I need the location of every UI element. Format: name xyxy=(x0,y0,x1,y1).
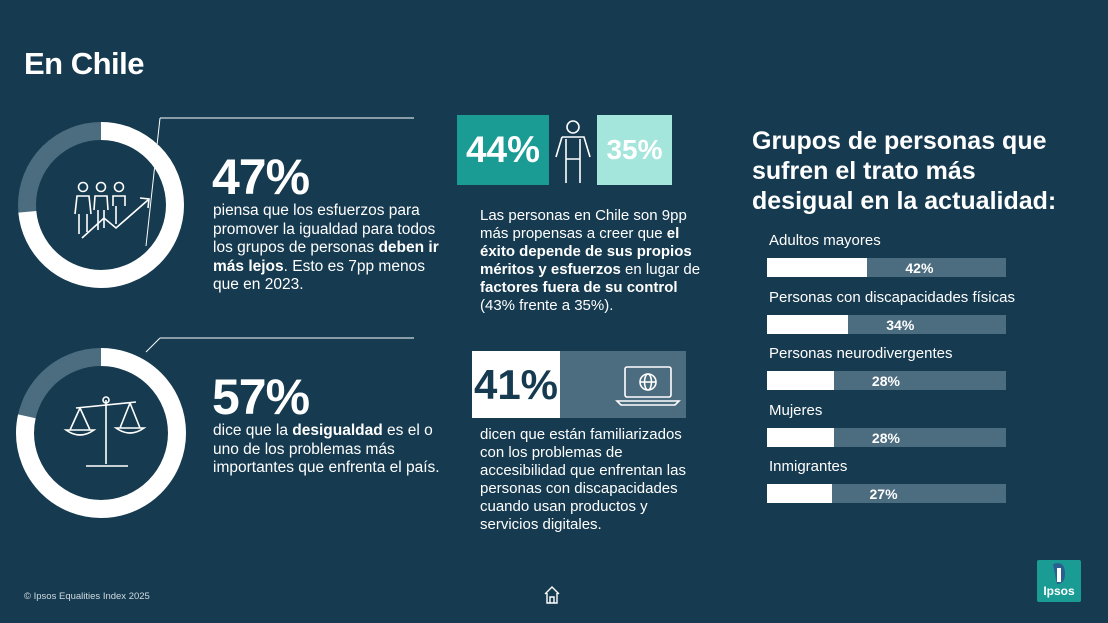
stat2-ring-fill xyxy=(16,348,186,518)
logo-text: Ipsos xyxy=(1043,584,1075,598)
bar-label-3: Mujeres xyxy=(769,401,823,419)
stat2-graphic xyxy=(16,337,414,518)
bar-3 xyxy=(767,427,834,447)
page-title: En Chile xyxy=(24,46,145,81)
copyright: © Ipsos Equalities Index 2025 xyxy=(24,591,150,602)
home-icon[interactable] xyxy=(543,585,561,605)
chart-title: Grupos de personas que sufren el trato m… xyxy=(752,127,1057,215)
box-41-percent: 41% xyxy=(472,351,560,418)
bar-value-4: 27% xyxy=(869,486,898,502)
stat1-connector-diagonal xyxy=(145,117,161,247)
bar-track-4: 27% xyxy=(767,484,1006,503)
stat1-ring-fill xyxy=(18,122,184,288)
stat1-text: piensa que los esfuerzos para promover l… xyxy=(213,202,439,293)
bar-label-0: Adultos mayores xyxy=(769,232,881,249)
bar-track-3: 28% xyxy=(767,427,1006,447)
stat2-text: dice que la desigualdad es el o uno de l… xyxy=(213,422,440,476)
bar-label-1: Personas con discapacidades físicas xyxy=(769,288,1015,306)
bar-track-0: 42% xyxy=(767,258,1006,277)
bar-label-2: Personas neurodivergentes xyxy=(769,345,953,362)
bar-value-1: 34% xyxy=(886,316,915,333)
bar-4 xyxy=(767,484,832,503)
ipsos-logo: Ipsos xyxy=(1037,560,1081,602)
stat1-graphic xyxy=(18,117,414,288)
box-44-percent: 44% xyxy=(457,115,549,185)
stat2-connector-diagonal xyxy=(145,337,161,353)
bar-value-2: 28% xyxy=(871,373,900,389)
bar-track-2: 28% xyxy=(767,371,1006,390)
bar-1 xyxy=(767,314,849,334)
stat1-value: 47% xyxy=(212,149,310,205)
people-growth-icon xyxy=(74,181,150,239)
stat2-value: 57% xyxy=(212,369,310,425)
balance-scale-icon xyxy=(63,396,147,467)
middle-text-2: dicen que están familiarizados con los p… xyxy=(480,426,686,533)
bar-value-0: 42% xyxy=(905,260,934,276)
bar-value-3: 28% xyxy=(871,429,900,446)
bar-2 xyxy=(767,371,834,390)
logo-mark-icon xyxy=(1053,563,1065,584)
laptop-globe-icon xyxy=(615,366,681,406)
box-35-percent: 35% xyxy=(597,115,672,185)
bar-label-4: Inmigrantes xyxy=(769,458,848,475)
bar-0 xyxy=(767,258,868,277)
person-icon xyxy=(555,120,591,183)
middle-text-1: Las personas en Chile son 9pp más propen… xyxy=(480,207,701,314)
bar-track-1: 34% xyxy=(767,314,1006,334)
